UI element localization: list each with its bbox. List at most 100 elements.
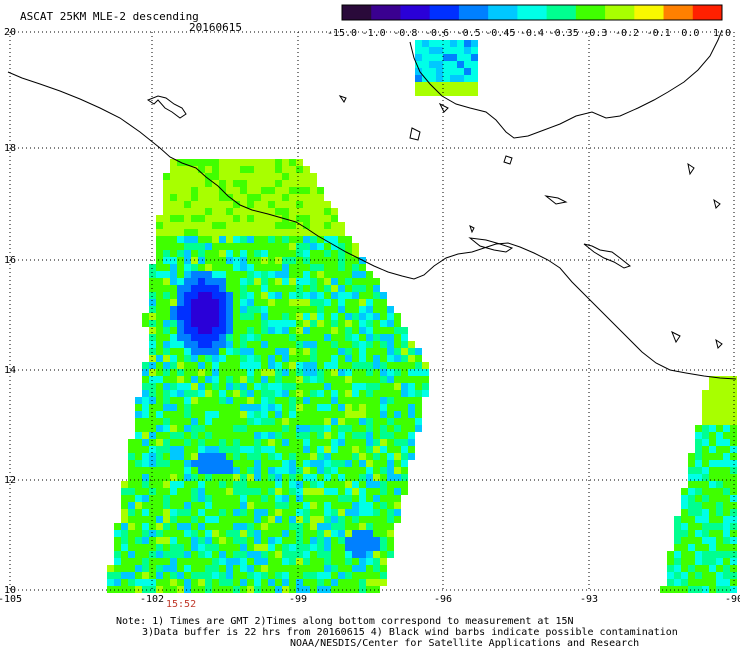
swath-cell — [695, 537, 702, 544]
swath-cell — [184, 313, 191, 320]
swath-cell — [296, 453, 303, 460]
swath-cell — [296, 509, 303, 516]
swath-cell — [303, 530, 310, 537]
swath-cell — [163, 348, 170, 355]
swath-cell — [184, 243, 191, 250]
swath-cell — [373, 509, 380, 516]
swath-cell — [226, 411, 233, 418]
swath-cell — [226, 257, 233, 264]
swath-cell — [366, 411, 373, 418]
swath-cell — [142, 530, 149, 537]
swath-cell — [310, 320, 317, 327]
swath-cell — [338, 222, 345, 229]
swath-cell — [282, 565, 289, 572]
swath-cell — [450, 47, 457, 54]
swath-cell — [233, 551, 240, 558]
swath-cell — [254, 432, 261, 439]
swath-cell — [268, 467, 275, 474]
swath-cell — [394, 474, 401, 481]
swath-cell — [352, 460, 359, 467]
swath-cell — [401, 425, 408, 432]
swath-cell — [212, 432, 219, 439]
swath-cell — [184, 222, 191, 229]
swath-cell — [345, 432, 352, 439]
swath-cell — [303, 341, 310, 348]
swath-cell — [149, 320, 156, 327]
colorbar-swatch — [575, 5, 606, 20]
swath-cell — [268, 180, 275, 187]
swath-cell — [282, 376, 289, 383]
swath-cell — [352, 355, 359, 362]
swath-cell — [345, 516, 352, 523]
swath-cell — [261, 229, 268, 236]
swath-cell — [401, 453, 408, 460]
swath-cell — [226, 586, 233, 593]
swath-cell — [261, 572, 268, 579]
swath-cell — [177, 208, 184, 215]
swath-cell — [331, 362, 338, 369]
swath-cell — [163, 509, 170, 516]
swath-cell — [359, 530, 366, 537]
swath-cell — [359, 418, 366, 425]
swath-cell — [177, 565, 184, 572]
swath-cell — [191, 208, 198, 215]
swath-cell — [303, 236, 310, 243]
swath-cell — [429, 75, 436, 82]
swath-cell — [191, 467, 198, 474]
swath-cell — [191, 516, 198, 523]
swath-cell — [359, 299, 366, 306]
swath-cell — [219, 558, 226, 565]
swath-cell — [681, 502, 688, 509]
swath-cell — [660, 586, 667, 593]
swath-cell — [128, 565, 135, 572]
swath-cell — [205, 348, 212, 355]
swath-cell — [254, 201, 261, 208]
swath-cell — [352, 369, 359, 376]
swath-cell — [247, 558, 254, 565]
colorbar-tick-label: -0.35 — [549, 28, 579, 39]
colorbar-swatch — [634, 5, 665, 20]
swath-cell — [702, 565, 709, 572]
swath-cell — [352, 439, 359, 446]
swath-cell — [331, 474, 338, 481]
swath-cell — [226, 271, 233, 278]
swath-cell — [324, 257, 331, 264]
swath-cell — [156, 390, 163, 397]
swath-cell — [457, 54, 464, 61]
swath-cell — [268, 474, 275, 481]
swath-cell — [149, 418, 156, 425]
swath-cell — [170, 341, 177, 348]
swath-cell — [688, 586, 695, 593]
swath-cell — [695, 530, 702, 537]
swath-cell — [268, 537, 275, 544]
swath-cell — [415, 390, 422, 397]
swath-cell — [191, 544, 198, 551]
swath-cell — [219, 390, 226, 397]
swath-cell — [282, 194, 289, 201]
swath-cell — [422, 376, 429, 383]
swath-cell — [429, 54, 436, 61]
swath-cell — [233, 586, 240, 593]
swath-cell — [128, 502, 135, 509]
swath-cell — [450, 61, 457, 68]
swath-cell — [233, 327, 240, 334]
swath-cell — [275, 334, 282, 341]
swath-cell — [177, 341, 184, 348]
swath-cell — [324, 481, 331, 488]
swath-cell — [310, 376, 317, 383]
swath-cell — [268, 271, 275, 278]
swath-cell — [177, 173, 184, 180]
swath-cell — [289, 278, 296, 285]
swath-cell — [268, 390, 275, 397]
swath-cell — [422, 54, 429, 61]
swath-cell — [702, 516, 709, 523]
swath-cell — [205, 537, 212, 544]
swath-cell — [275, 362, 282, 369]
swath-cell — [219, 229, 226, 236]
swath-cell — [380, 404, 387, 411]
swath-cell — [163, 495, 170, 502]
swath-cell — [198, 292, 205, 299]
swath-cell — [352, 411, 359, 418]
swath-cell — [128, 467, 135, 474]
swath-cell — [702, 453, 709, 460]
